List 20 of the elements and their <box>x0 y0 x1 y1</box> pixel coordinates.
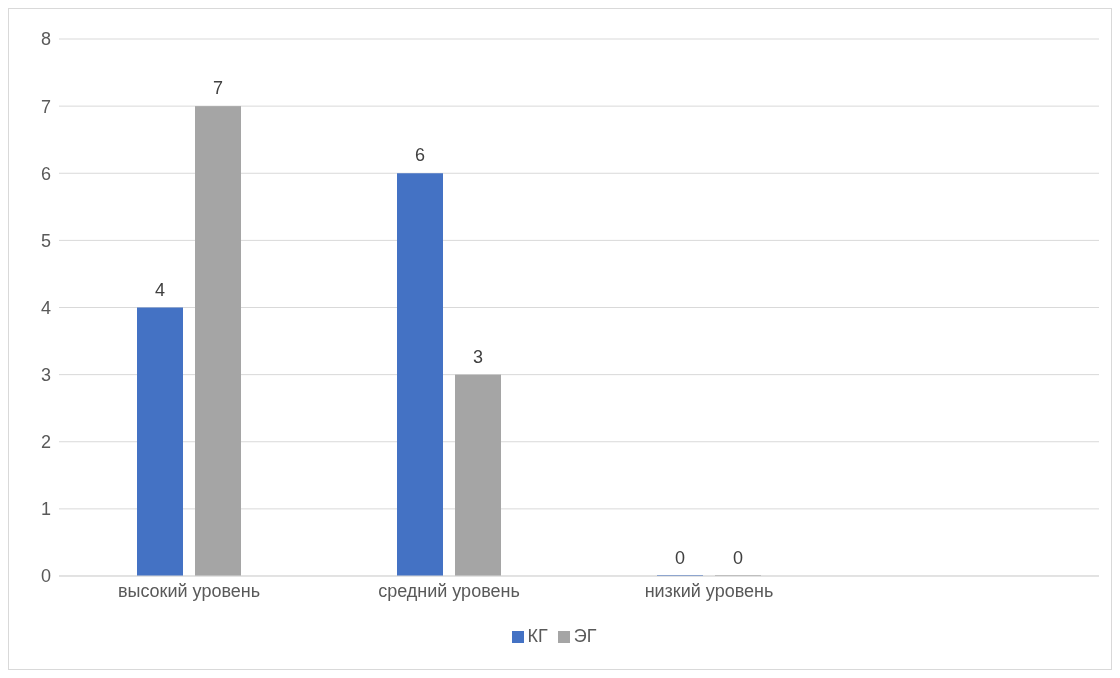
data-label: 0 <box>674 548 686 568</box>
y-tick-label: 2 <box>40 432 51 453</box>
data-label: 7 <box>212 78 224 99</box>
x-tick-label: средний уровень <box>378 580 520 601</box>
data-label: 4 <box>154 279 166 300</box>
x-tick-label: высокий уровень <box>117 580 261 601</box>
y-tick-label: 0 <box>40 566 51 587</box>
y-tick-label: 6 <box>40 163 51 184</box>
y-tick-label: 1 <box>40 499 51 520</box>
legend-label: ЭГ <box>573 626 597 646</box>
y-tick-label: 5 <box>40 230 51 251</box>
data-label: 3 <box>472 346 484 367</box>
x-tick-label: низкий уровень <box>644 580 774 601</box>
y-tick-label: 3 <box>40 365 51 386</box>
y-tick-label: 8 <box>40 29 51 50</box>
y-tick-label: 4 <box>40 297 51 318</box>
data-label: 0 <box>732 548 744 568</box>
legend-label: КГ <box>527 626 548 646</box>
y-tick-label: 7 <box>40 96 51 117</box>
data-label: 6 <box>414 145 426 166</box>
